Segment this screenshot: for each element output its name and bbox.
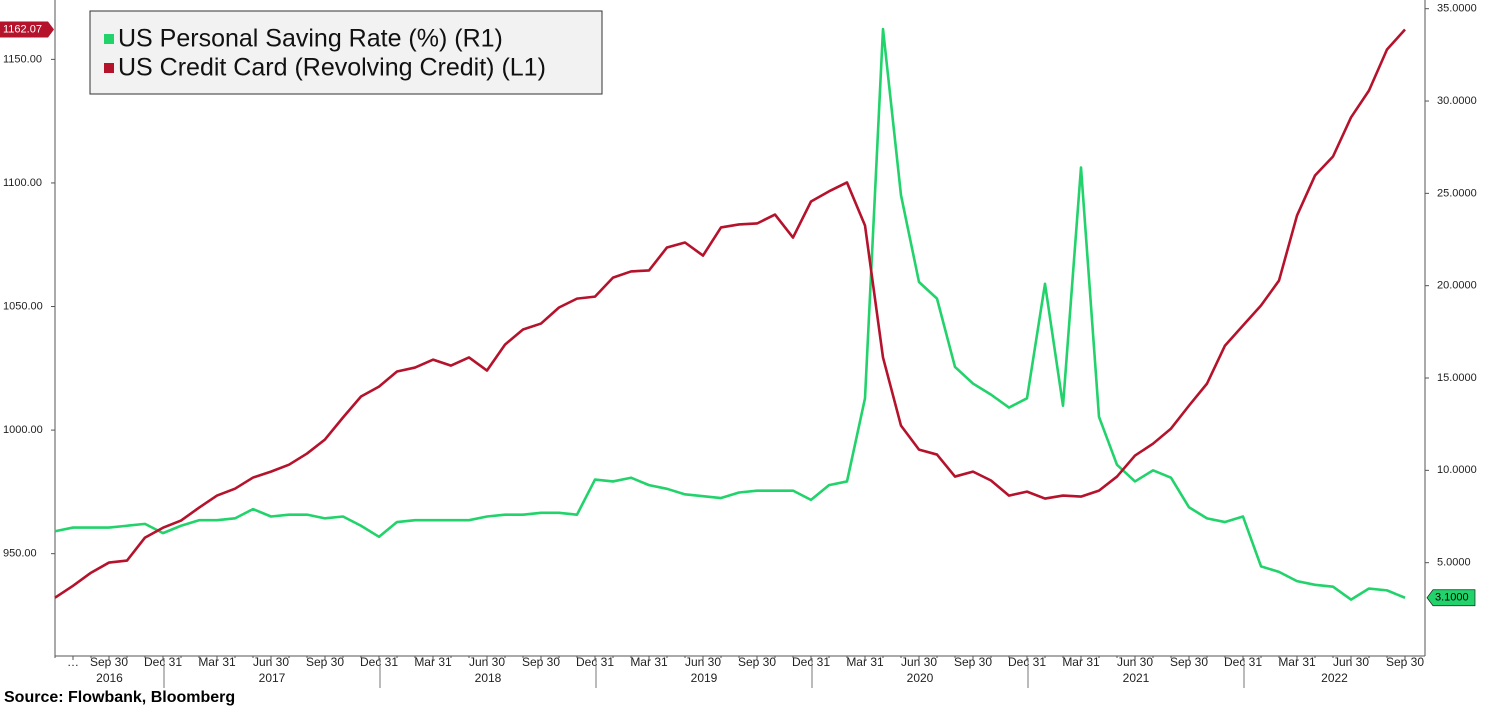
x-tick-label: Sep 30 bbox=[90, 655, 128, 669]
y2-tick-label: 20.0000 bbox=[1437, 280, 1477, 292]
series-line bbox=[54, 27, 1406, 601]
y2-tick-label: 15.0000 bbox=[1437, 372, 1477, 384]
y-tick-label: 1050.00 bbox=[3, 300, 43, 312]
year-label: 2022 bbox=[1321, 671, 1348, 685]
x-tick-label: Sep 30 bbox=[306, 655, 344, 669]
y-tick-label: 1150.00 bbox=[3, 53, 42, 65]
y2-tick-label: 35.0000 bbox=[1437, 3, 1477, 15]
y-tick-label: 950.00 bbox=[3, 548, 37, 560]
year-label: 2019 bbox=[691, 671, 718, 685]
value-tag bbox=[1426, 589, 1476, 607]
x-tick-label: Mar 31 bbox=[198, 655, 236, 669]
year-label: 2020 bbox=[907, 671, 934, 685]
x-tick-label: Jun 30 bbox=[253, 655, 289, 669]
x-tick-label: Dec 31 bbox=[1008, 655, 1046, 669]
x-tick-label: Mar 31 bbox=[414, 655, 452, 669]
x-tick-label: Mar 31 bbox=[630, 655, 668, 669]
year-label: 2018 bbox=[475, 671, 502, 685]
x-tick-label: … bbox=[67, 655, 79, 669]
year-label: 2021 bbox=[1123, 671, 1150, 685]
x-tick-label: Mar 31 bbox=[1062, 655, 1100, 669]
x-tick-label: Dec 31 bbox=[1224, 655, 1262, 669]
x-tick-label: Sep 30 bbox=[738, 655, 776, 669]
x-tick-label: Dec 31 bbox=[576, 655, 614, 669]
x-tick-label: Mar 31 bbox=[1278, 655, 1316, 669]
x-tick-label: Jun 30 bbox=[901, 655, 937, 669]
y2-tick-label: 10.0000 bbox=[1437, 464, 1477, 476]
x-tick-label: Dec 31 bbox=[792, 655, 830, 669]
x-tick-label: Jun 30 bbox=[685, 655, 721, 669]
x-tick-label: Sep 30 bbox=[954, 655, 992, 669]
y-tick-label: 1000.00 bbox=[3, 424, 43, 436]
x-tick-label: Jun 30 bbox=[1333, 655, 1369, 669]
x-tick-label: Dec 31 bbox=[144, 655, 182, 669]
y2-tick-label: 5.0000 bbox=[1437, 557, 1471, 569]
legend-swatch bbox=[104, 34, 114, 44]
y2-tick-label: 25.0000 bbox=[1437, 187, 1477, 199]
value-label: 3.1000 bbox=[1435, 592, 1469, 604]
legend-label: US Credit Card (Revolving Credit) (L1) bbox=[118, 54, 546, 82]
x-tick-label: Sep 30 bbox=[1170, 655, 1208, 669]
x-tick-label: Dec 31 bbox=[360, 655, 398, 669]
value-label: 1162.07 bbox=[3, 23, 42, 35]
x-tick-label: Mar 31 bbox=[846, 655, 884, 669]
year-label: 2016 bbox=[96, 671, 123, 685]
x-tick-label: Jun 30 bbox=[469, 655, 505, 669]
legend-label: US Personal Saving Rate (%) (R1) bbox=[118, 25, 503, 53]
series-line bbox=[54, 28, 1406, 599]
x-tick-label: Sep 30 bbox=[1386, 655, 1424, 669]
value-tag bbox=[0, 21, 54, 38]
x-tick-label: Sep 30 bbox=[522, 655, 560, 669]
y2-tick-label: 30.0000 bbox=[1437, 95, 1477, 107]
legend-box bbox=[89, 10, 603, 95]
x-tick-label: Jun 30 bbox=[1117, 655, 1153, 669]
year-label: 2017 bbox=[259, 671, 286, 685]
y-tick-label: 1100.00 bbox=[3, 177, 42, 189]
source: Source: Flowbank, Bloomberg bbox=[4, 689, 235, 706]
legend-swatch bbox=[104, 63, 114, 73]
